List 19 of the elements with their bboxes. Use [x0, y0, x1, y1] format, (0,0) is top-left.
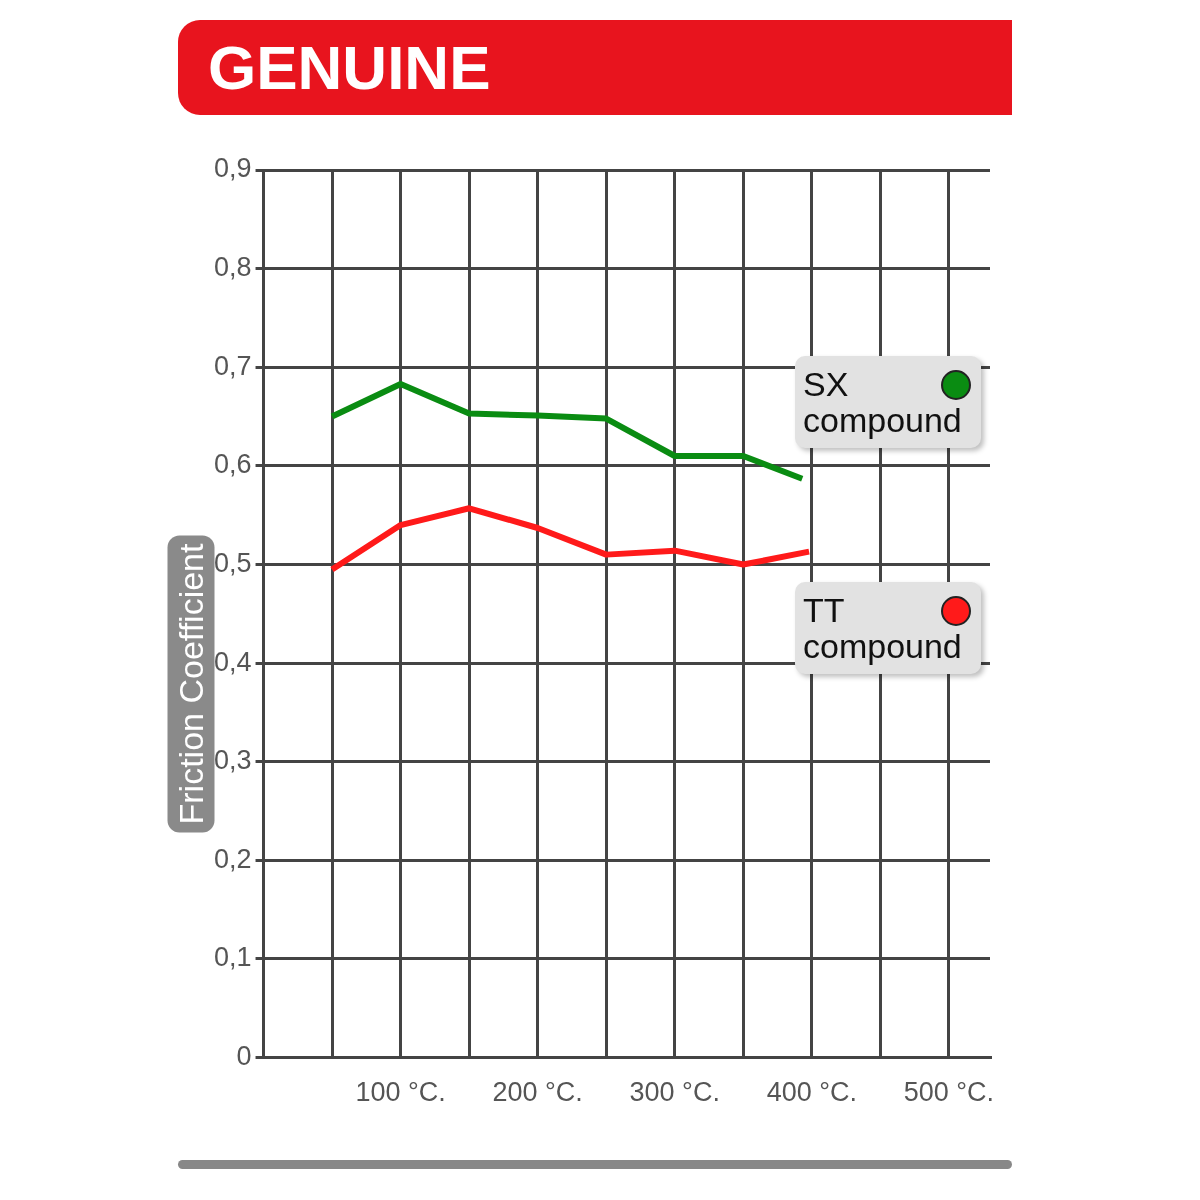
x-tick-label: 400 °C.	[766, 1077, 857, 1108]
y-axis-title: Friction Coefficient	[167, 535, 215, 833]
y-tick-label: 0	[236, 1041, 252, 1072]
y-tick-label: 0,1	[213, 942, 252, 973]
y-tick-label: 0,8	[213, 252, 252, 283]
y-tick-label: 0,9	[213, 153, 252, 184]
y-tick-label: 0,3	[213, 745, 252, 776]
x-tick-label: 500 °C.	[903, 1077, 995, 1108]
y-tick-label: 0,2	[213, 843, 252, 874]
y-tick-label: 0,7	[213, 350, 252, 381]
x-tick-label: 200 °C.	[492, 1077, 583, 1108]
y-tick-label: 0,5	[213, 547, 252, 578]
chart-title: GENUINE	[178, 20, 1012, 115]
y-tick-label: 0,6	[213, 449, 252, 480]
series-label: SX compound	[803, 365, 962, 440]
x-tick-label: 100 °C.	[355, 1077, 446, 1108]
y-tick-label: 0,4	[213, 646, 252, 677]
x-tick-label: 300 °C.	[629, 1077, 720, 1108]
series-label: TT compound	[803, 591, 962, 666]
